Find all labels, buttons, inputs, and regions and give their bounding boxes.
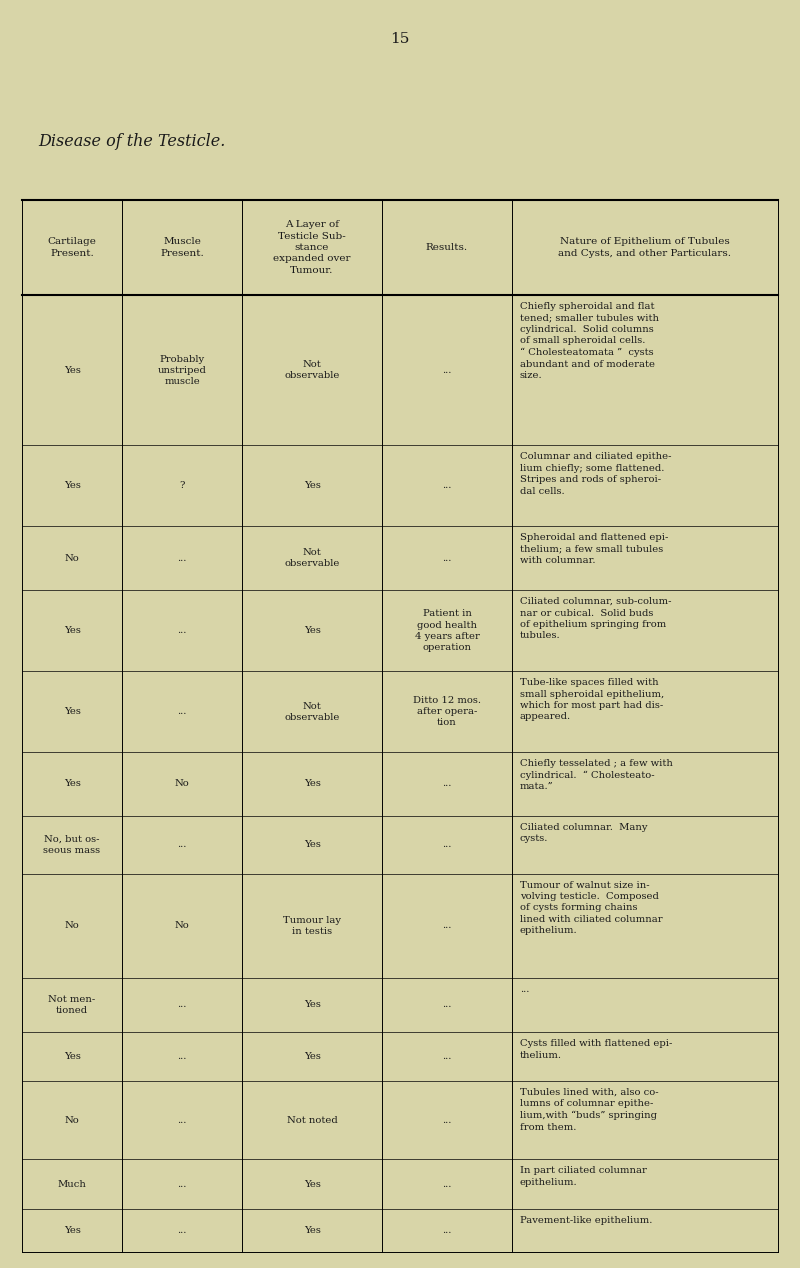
Text: ...: ... — [442, 921, 452, 931]
Text: Pavement-like epithelium.: Pavement-like epithelium. — [520, 1216, 652, 1225]
Text: ?: ? — [179, 482, 185, 491]
Text: No, but os-
seous mass: No, but os- seous mass — [43, 834, 101, 855]
Text: ...: ... — [178, 1179, 186, 1189]
Text: Yes: Yes — [63, 482, 81, 491]
Text: Tumour lay
in testis: Tumour lay in testis — [283, 915, 341, 936]
Text: Probably
unstriped
muscle: Probably unstriped muscle — [158, 355, 206, 385]
Text: ...: ... — [520, 985, 530, 994]
Text: ...: ... — [178, 708, 186, 716]
Text: Tumour of walnut size in-
volving testicle.  Composed
of cysts forming chains
li: Tumour of walnut size in- volving testic… — [520, 880, 662, 936]
Text: ...: ... — [442, 1000, 452, 1009]
Text: ...: ... — [178, 1052, 186, 1061]
Text: Yes: Yes — [303, 1226, 321, 1235]
Text: A Layer of
Testicle Sub-
stance
expanded over
Tumour.: A Layer of Testicle Sub- stance expanded… — [274, 221, 350, 275]
Text: Spheroidal and flattened epi-
thelium; a few small tubules
with columnar.: Spheroidal and flattened epi- thelium; a… — [520, 534, 668, 566]
Text: ...: ... — [178, 1116, 186, 1125]
Text: Yes: Yes — [63, 780, 81, 789]
Text: No: No — [65, 1116, 79, 1125]
Text: ...: ... — [178, 1000, 186, 1009]
Text: Yes: Yes — [303, 1052, 321, 1061]
Text: ...: ... — [442, 841, 452, 850]
Text: Yes: Yes — [303, 841, 321, 850]
Text: Cysts filled with flattened epi-
thelium.: Cysts filled with flattened epi- thelium… — [520, 1040, 672, 1060]
Text: Patient in
good health
4 years after
operation: Patient in good health 4 years after ope… — [414, 610, 479, 652]
Text: Not men-
tioned: Not men- tioned — [48, 995, 96, 1014]
Text: Cartilage
Present.: Cartilage Present. — [47, 237, 97, 257]
Text: Ciliated columnar.  Many
cysts.: Ciliated columnar. Many cysts. — [520, 823, 647, 843]
Text: Columnar and ciliated epithe-
lium chiefly; some flattened.
Stripes and rods of : Columnar and ciliated epithe- lium chief… — [520, 453, 671, 496]
Text: No: No — [174, 780, 190, 789]
Text: No: No — [174, 921, 190, 931]
Text: ...: ... — [442, 554, 452, 563]
Text: Chiefly spheroidal and flat
tened; smaller tubules with
cylindrical.  Solid colu: Chiefly spheroidal and flat tened; small… — [520, 302, 659, 380]
Text: Yes: Yes — [63, 1052, 81, 1061]
Text: In part ciliated columnar
epithelium.: In part ciliated columnar epithelium. — [520, 1167, 647, 1187]
Text: ...: ... — [442, 780, 452, 789]
Text: ...: ... — [442, 482, 452, 491]
Text: Ciliated columnar, sub-colum-
nar or cubical.  Solid buds
of epithelium springin: Ciliated columnar, sub-colum- nar or cub… — [520, 597, 671, 640]
Text: No: No — [65, 921, 79, 931]
Text: Yes: Yes — [303, 626, 321, 635]
Text: Yes: Yes — [63, 626, 81, 635]
Text: Results.: Results. — [426, 243, 468, 252]
Text: ...: ... — [178, 626, 186, 635]
Text: Much: Much — [58, 1179, 86, 1189]
Text: Yes: Yes — [63, 365, 81, 375]
Text: Nature of Epithelium of Tubules
and Cysts, and other Particulars.: Nature of Epithelium of Tubules and Cyst… — [558, 237, 731, 257]
Text: ...: ... — [442, 365, 452, 375]
Text: Ditto 12 mos.
after opera-
tion: Ditto 12 mos. after opera- tion — [413, 696, 481, 727]
Text: Tubules lined with, also co-
lumns of columnar epithe-
lium,with “buds” springin: Tubules lined with, also co- lumns of co… — [520, 1088, 658, 1131]
Text: Chiefly tesselated ; a few with
cylindrical.  “ Cholesteato-
mata.”: Chiefly tesselated ; a few with cylindri… — [520, 760, 673, 791]
Text: Not
observable: Not observable — [284, 360, 340, 380]
Text: Not
observable: Not observable — [284, 548, 340, 568]
Text: ...: ... — [442, 1052, 452, 1061]
Text: Yes: Yes — [63, 1226, 81, 1235]
Text: Tube-like spaces filled with
small spheroidal epithelium,
which for most part ha: Tube-like spaces filled with small spher… — [520, 678, 664, 721]
Text: ...: ... — [442, 1179, 452, 1189]
Text: ...: ... — [178, 554, 186, 563]
Text: Yes: Yes — [303, 1000, 321, 1009]
Text: Yes: Yes — [303, 780, 321, 789]
Text: Not noted: Not noted — [286, 1116, 338, 1125]
Text: ...: ... — [178, 1226, 186, 1235]
Text: Yes: Yes — [63, 708, 81, 716]
Text: ...: ... — [442, 1116, 452, 1125]
Text: 15: 15 — [390, 32, 410, 46]
Text: Yes: Yes — [303, 1179, 321, 1189]
Text: Yes: Yes — [303, 482, 321, 491]
Text: Not
observable: Not observable — [284, 701, 340, 721]
Text: ...: ... — [442, 1226, 452, 1235]
Text: Muscle
Present.: Muscle Present. — [160, 237, 204, 257]
Text: ...: ... — [178, 841, 186, 850]
Text: No: No — [65, 554, 79, 563]
Text: Disease of the Testicle.: Disease of the Testicle. — [38, 133, 226, 150]
